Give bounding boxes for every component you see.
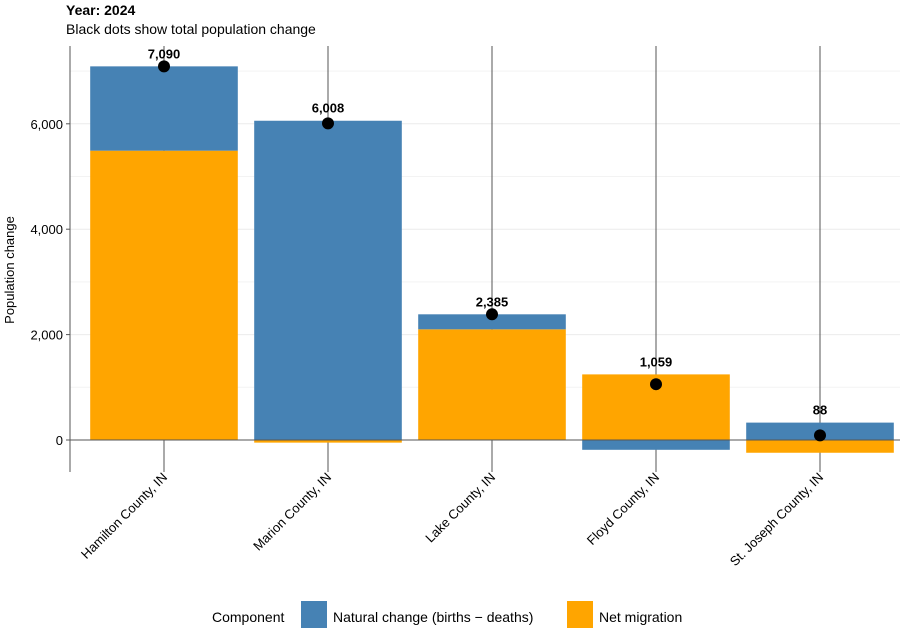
bar-net-migration bbox=[746, 440, 894, 453]
bar-natural-change bbox=[254, 120, 402, 440]
bar-net-migration bbox=[90, 150, 238, 440]
legend-title: Component bbox=[212, 609, 284, 625]
data-label: 6,008 bbox=[312, 101, 345, 116]
y-axis-ticks: 0 2,000 4,000 6,000 bbox=[30, 117, 70, 448]
data-labels: 7,090 6,008 2,385 1,059 88 bbox=[148, 46, 828, 417]
y-axis-title: Population change bbox=[2, 216, 17, 324]
axes bbox=[69, 46, 900, 472]
bar-natural-change bbox=[418, 314, 566, 330]
total-dots bbox=[158, 60, 826, 442]
y-tick-label: 6,000 bbox=[30, 117, 63, 132]
legend-label-net-migration: Net migration bbox=[599, 609, 682, 625]
bar-natural-change bbox=[582, 440, 730, 450]
legend-swatch-net-migration bbox=[567, 601, 593, 628]
total-dot bbox=[158, 60, 170, 73]
data-label: 7,090 bbox=[148, 46, 181, 61]
total-dot bbox=[814, 429, 826, 442]
bar-net-migration bbox=[418, 329, 566, 440]
data-label: 1,059 bbox=[640, 354, 673, 369]
total-dot bbox=[486, 308, 498, 321]
x-tick-label: Hamilton County, IN bbox=[78, 470, 170, 562]
chart-subtitle: Black dots show total population change bbox=[66, 21, 316, 37]
y-tick-label: 0 bbox=[56, 433, 63, 448]
x-tick-label: St. Joseph County, IN bbox=[727, 470, 826, 569]
data-label: 2,385 bbox=[476, 294, 509, 309]
y-tick-label: 2,000 bbox=[30, 328, 63, 343]
total-dot bbox=[650, 378, 662, 391]
legend-swatch-natural-change bbox=[301, 601, 327, 628]
x-tick-label: Marion County, IN bbox=[250, 470, 334, 554]
data-label: 88 bbox=[813, 403, 827, 418]
bar-natural-change bbox=[90, 66, 238, 151]
x-axis-ticks: Hamilton County, IN Marion County, IN Lake… bbox=[78, 470, 826, 569]
legend-label-natural-change: Natural change (births − deaths) bbox=[333, 609, 533, 625]
bars bbox=[90, 66, 894, 453]
x-tick-label: Lake County, IN bbox=[422, 470, 498, 546]
x-tick-label: Floyd County, IN bbox=[584, 470, 662, 548]
legend: Component Natural change (births − death… bbox=[212, 601, 682, 628]
total-dot bbox=[322, 117, 334, 130]
chart-title: Year: 2024 bbox=[66, 2, 135, 18]
bar-net-migration bbox=[254, 440, 402, 443]
y-tick-label: 4,000 bbox=[30, 222, 63, 237]
